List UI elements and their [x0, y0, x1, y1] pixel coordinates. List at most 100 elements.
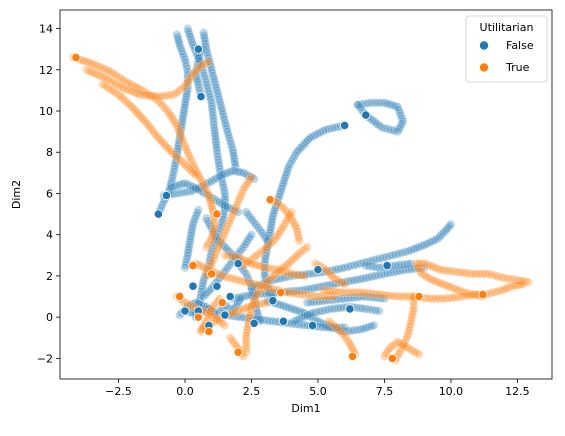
data-point [398, 116, 408, 126]
data-point [218, 214, 228, 224]
axes-frame [59, 9, 553, 380]
data-point [106, 85, 115, 94]
data-point [474, 269, 483, 279]
data-point [188, 182, 198, 192]
data-point [415, 266, 425, 276]
data-point [203, 50, 213, 60]
highlight-point [207, 269, 217, 279]
data-point [187, 222, 197, 232]
highlight-point [249, 318, 259, 328]
data-point [180, 178, 190, 188]
data-point [340, 279, 349, 289]
data-point [241, 303, 251, 313]
data-point [445, 266, 455, 276]
data-point [422, 260, 432, 269]
data-point [363, 98, 373, 108]
data-point [381, 349, 391, 358]
y-axis-label: Dim2 [10, 180, 23, 209]
highlight-point [71, 52, 81, 63]
data-point [444, 293, 454, 303]
data-point [95, 62, 105, 72]
legend-label-false: False [506, 39, 534, 52]
data-point [241, 337, 251, 347]
data-point [211, 134, 221, 144]
data-point [185, 181, 195, 191]
data-point [188, 219, 198, 229]
data-point [395, 338, 405, 348]
data-point [324, 323, 334, 332]
data-point [409, 297, 419, 307]
data-point [111, 88, 121, 98]
data-point [239, 304, 248, 314]
data-point [198, 281, 207, 291]
data-point [318, 319, 328, 329]
data-point [300, 308, 310, 318]
data-point [135, 84, 145, 94]
data-point [371, 262, 381, 272]
data-point [182, 64, 192, 74]
data-point [201, 185, 211, 195]
highlight-point [153, 209, 163, 219]
data-point [199, 262, 209, 272]
data-point [228, 166, 238, 176]
highlight-point [268, 296, 278, 306]
data-point [349, 325, 359, 335]
legend-label-true: True [505, 61, 530, 74]
data-point [241, 331, 251, 341]
data-point [430, 235, 440, 245]
data-point [130, 88, 139, 97]
highlight-point [196, 92, 206, 102]
data-point [305, 269, 315, 279]
data-point [114, 81, 123, 90]
data-point [236, 167, 246, 177]
data-point [292, 147, 302, 157]
data-point [453, 292, 463, 302]
series-false-highlights [153, 44, 392, 330]
series-true-trails [68, 53, 533, 365]
data-point [84, 66, 94, 76]
x-tick-label: 0.0 [176, 385, 194, 398]
data-point [435, 278, 445, 288]
data-point [182, 79, 192, 89]
data-point [95, 71, 105, 81]
data-point [256, 299, 266, 309]
data-point [247, 301, 256, 311]
highlight-point [307, 320, 318, 330]
y-axis: −2 0 2 4 6 8 10 12 14 [37, 23, 60, 365]
data-point [343, 336, 353, 346]
data-point [380, 123, 390, 133]
data-point [220, 118, 230, 128]
highlight-point [212, 281, 222, 291]
x-axis-label: Dim1 [291, 402, 320, 415]
data-point [220, 189, 230, 198]
data-point [373, 98, 383, 108]
highlight-point [175, 291, 185, 302]
data-point [253, 299, 262, 309]
data-point [259, 230, 269, 240]
y-tick-label: 4 [46, 229, 53, 242]
legend-items: False True [479, 39, 534, 74]
data-point [244, 257, 254, 267]
x-axis: −2.5 0.0 2.5 5.0 7.5 10.0 12.5 [105, 379, 530, 398]
data-point [245, 175, 255, 184]
data-point [277, 224, 287, 234]
data-point [496, 272, 506, 282]
data-point [497, 285, 506, 295]
data-point [209, 175, 219, 185]
data-point [173, 32, 183, 42]
data-point [124, 86, 134, 95]
data-point [216, 100, 226, 110]
data-point [223, 251, 233, 261]
data-point [204, 53, 213, 63]
data-point [108, 86, 118, 96]
y-tick-label: 0 [46, 311, 53, 324]
data-point [217, 106, 227, 116]
data-point [499, 284, 509, 294]
y-tick-label: 12 [39, 64, 53, 77]
data-point [371, 306, 381, 315]
legend: Utilitarian False True [465, 15, 548, 83]
data-point [446, 282, 456, 292]
data-point [462, 288, 472, 298]
data-point [233, 306, 243, 316]
data-point [221, 121, 231, 131]
